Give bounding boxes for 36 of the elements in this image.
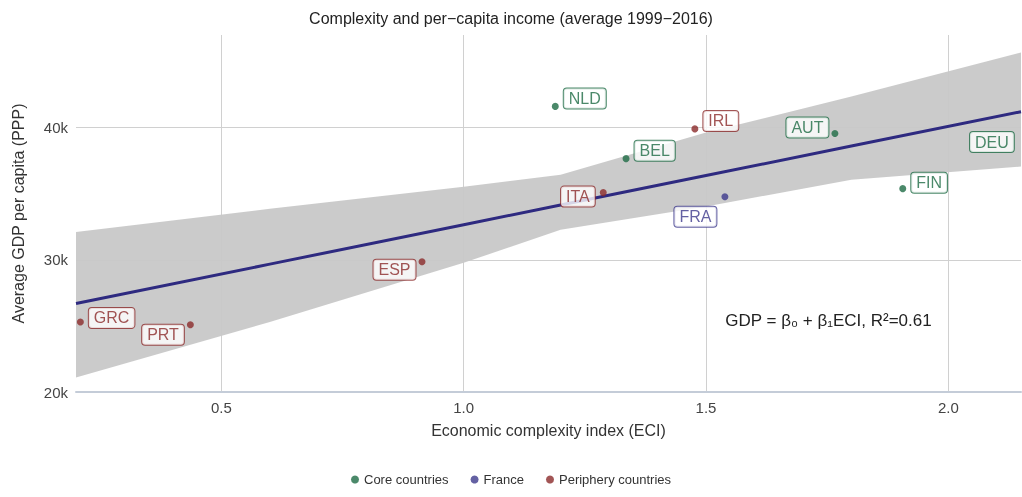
legend-label: France [483,472,525,487]
data-label: ITA [566,188,591,206]
x-tick-label: 1.5 [695,399,717,416]
x-axis-title: Economic complexity index (ECI) [431,421,666,439]
y-tick-label: 20k [43,383,69,401]
point [76,318,84,326]
legend-label: Periphery countries [559,472,672,487]
data-label: NLD [568,89,601,107]
point [551,102,559,110]
x-tick-label: 1.0 [453,399,475,416]
annotation: GDP = β₀ + β₁ECI, R²=0.61 [725,311,932,330]
data-label: PRT [147,326,180,344]
point [899,185,907,193]
chart-title: Complexity and per−capita income (average 1999−2016) [309,9,713,27]
point [721,193,729,201]
point [418,258,426,266]
point [599,189,607,197]
data-label: GRC [93,309,130,327]
data-label: BEL [639,142,670,160]
data-label: AUT [791,119,824,137]
x-tick-label: 0.5 [210,399,232,416]
point [691,125,699,133]
point [622,155,630,163]
annotation: DEU [975,133,1009,151]
legend-label: Core countries [364,472,450,487]
data-label: IRL [708,112,734,130]
point [831,130,839,137]
data-label: FIN [916,174,943,192]
point [186,321,194,329]
line-series [74,110,1022,305]
x-tick-label: 2.0 [937,399,959,416]
y-tick-label: 30k [43,251,69,269]
y-tick-label: 40k [43,119,69,137]
data-label: FRA [679,208,712,226]
y-axis-title: Average GDP per capita (PPP) [9,103,27,324]
data-label: ESP [378,261,411,279]
